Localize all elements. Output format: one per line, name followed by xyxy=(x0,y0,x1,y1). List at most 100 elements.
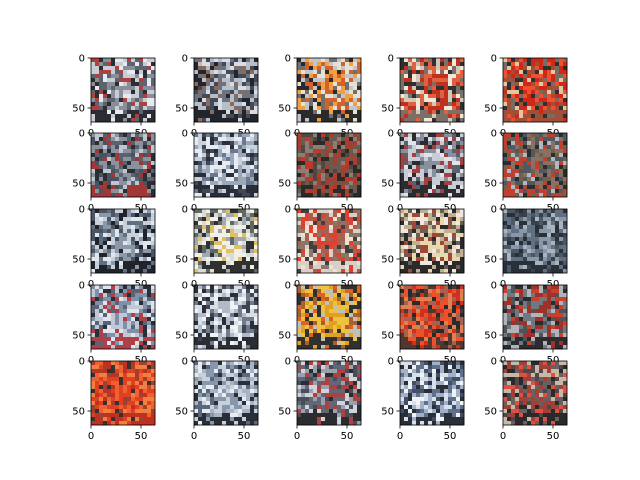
tile-pixel xyxy=(210,341,215,346)
tile-pixel xyxy=(313,74,318,79)
tile-pixel xyxy=(444,293,449,298)
tile-pixel xyxy=(424,62,429,67)
tile-pixel xyxy=(119,193,124,198)
tile-pixel xyxy=(412,114,417,119)
tile-pixel xyxy=(127,333,132,338)
tile-pixel xyxy=(420,141,425,146)
tile-pixel xyxy=(416,94,421,99)
tile-pixel xyxy=(107,66,112,71)
tile-pixel xyxy=(313,58,318,63)
tile-pixel xyxy=(254,70,259,75)
tile-pixel xyxy=(135,90,140,95)
tile-pixel xyxy=(222,301,227,306)
tile-pixel xyxy=(151,177,156,182)
tile-pixel xyxy=(444,74,449,79)
tile-pixel xyxy=(523,98,528,103)
tile-pixel xyxy=(210,317,215,322)
x-tick-label: 50 xyxy=(135,203,148,214)
tile-pixel xyxy=(436,70,441,75)
tile-pixel xyxy=(547,94,552,99)
tile-pixel xyxy=(428,221,433,226)
tile-pixel xyxy=(214,94,219,99)
tile-pixel xyxy=(99,321,104,326)
tile-pixel xyxy=(238,209,243,214)
tile-pixel xyxy=(119,177,124,182)
tile-pixel xyxy=(555,62,560,67)
tile-pixel xyxy=(139,329,144,334)
tile-pixel xyxy=(210,209,215,214)
x-tick-label: 0 xyxy=(191,203,197,214)
tile-pixel xyxy=(416,229,421,234)
tile-pixel xyxy=(404,241,409,246)
tile-pixel xyxy=(301,269,306,274)
tile-pixel xyxy=(313,317,318,322)
tile-pixel xyxy=(297,301,302,306)
tile-pixel xyxy=(202,62,207,67)
tile-pixel xyxy=(198,114,203,119)
tile-pixel xyxy=(444,217,449,222)
tile-pixel xyxy=(194,285,199,290)
tile-pixel xyxy=(412,177,417,182)
tile-pixel xyxy=(424,193,429,198)
tile-pixel xyxy=(408,297,413,302)
tile-pixel xyxy=(222,82,227,87)
tile-pixel xyxy=(214,66,219,71)
tile-pixel xyxy=(535,165,540,170)
tile-pixel xyxy=(408,317,413,322)
tile-pixel xyxy=(436,333,441,338)
y-tick-label: 50 xyxy=(278,331,291,342)
tile-pixel xyxy=(226,173,231,178)
tile-pixel xyxy=(460,221,465,226)
tile-pixel xyxy=(305,265,310,270)
tile-pixel xyxy=(357,145,362,150)
tile-pixel xyxy=(547,173,552,178)
tile-pixel xyxy=(523,62,528,67)
tile-pixel xyxy=(345,78,350,83)
tile-pixel xyxy=(420,333,425,338)
tile-pixel xyxy=(313,169,318,174)
tile-pixel xyxy=(325,225,330,230)
tile-pixel xyxy=(551,66,556,71)
tile-pixel xyxy=(242,265,247,270)
tile-pixel xyxy=(535,102,540,107)
tile-pixel xyxy=(234,257,239,262)
tile-pixel xyxy=(194,261,199,266)
tile-pixel xyxy=(246,325,251,330)
tile-pixel xyxy=(297,189,302,194)
tile-pixel xyxy=(309,313,314,318)
tile-pixel xyxy=(337,193,342,198)
tile-pixel xyxy=(408,185,413,190)
tile-pixel xyxy=(123,189,128,194)
tile-pixel xyxy=(313,90,318,95)
tile-pixel xyxy=(551,245,556,250)
tile-pixel xyxy=(527,78,532,83)
tile-pixel xyxy=(313,193,318,198)
tile-pixel xyxy=(254,157,259,162)
tile-pixel xyxy=(135,245,140,250)
tile-pixel xyxy=(337,161,342,166)
tile-pixel xyxy=(91,114,96,119)
tile-pixel xyxy=(107,137,112,142)
tile-pixel xyxy=(349,193,354,198)
tile-pixel xyxy=(151,94,156,99)
tile-pixel xyxy=(226,289,231,294)
tile-pixel xyxy=(444,102,449,107)
tile-pixel xyxy=(547,237,552,242)
tile-pixel xyxy=(555,102,560,107)
tile-pixel xyxy=(206,329,211,334)
tile-pixel xyxy=(226,133,231,138)
tile-pixel xyxy=(123,133,128,138)
tile-pixel xyxy=(226,257,231,262)
tile-pixel xyxy=(107,70,112,75)
tile-pixel xyxy=(535,106,540,111)
tile-pixel xyxy=(420,145,425,150)
tile-pixel xyxy=(234,133,239,138)
tile-pixel xyxy=(444,265,449,270)
tile-pixel xyxy=(519,189,524,194)
tile-pixel xyxy=(408,177,413,182)
tile-pixel xyxy=(539,245,544,250)
tile-pixel xyxy=(254,169,259,174)
tile-pixel xyxy=(547,185,552,190)
tile-pixel xyxy=(341,141,346,146)
tile-pixel xyxy=(107,329,112,334)
